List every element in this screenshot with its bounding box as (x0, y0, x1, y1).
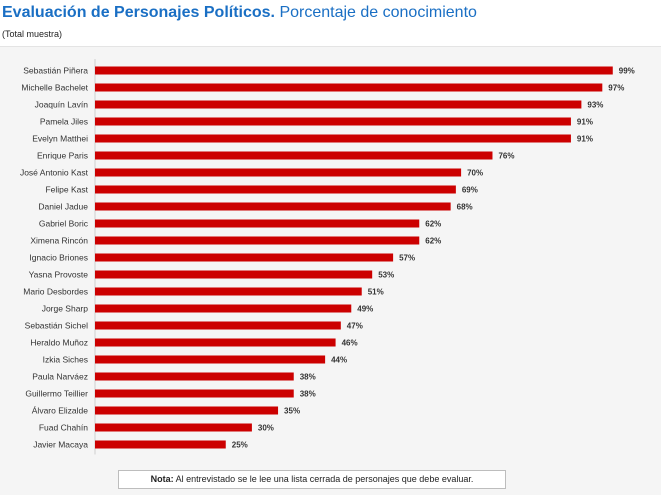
category-label: Álvaro Elizalde (32, 406, 88, 416)
value-label: 38% (300, 373, 316, 382)
bar (95, 202, 451, 211)
value-label: 51% (368, 288, 384, 297)
bar (95, 389, 294, 398)
value-label: 30% (258, 424, 274, 433)
value-label: 47% (347, 322, 363, 331)
note-text: Al entrevistado se le lee una lista cerr… (175, 474, 474, 484)
value-label: 68% (457, 203, 473, 212)
category-label: Ignacio Briones (29, 253, 88, 263)
category-label: Mario Desbordes (23, 287, 88, 297)
value-label: 62% (425, 237, 441, 246)
bar (95, 355, 326, 364)
value-label: 70% (467, 169, 483, 178)
value-label: 38% (300, 390, 316, 399)
bar (95, 253, 394, 262)
category-label: Joaquín Lavín (35, 100, 89, 110)
value-label: 97% (608, 84, 624, 93)
bar (95, 168, 462, 177)
value-label: 25% (232, 441, 248, 450)
bar (95, 185, 456, 194)
value-label: 46% (342, 339, 358, 348)
category-label: Sebastián Piñera (23, 66, 88, 76)
bar (95, 83, 603, 92)
chart-title-bold: Evaluación de Personajes Políticos. (2, 4, 275, 21)
bar (95, 321, 341, 330)
chart-title-rest: Porcentaje de conocimiento (279, 4, 477, 21)
bar (95, 151, 493, 160)
category-label: Izkia Siches (43, 355, 88, 365)
value-label: 76% (498, 152, 514, 161)
category-label: Sebastián Sichel (25, 321, 88, 331)
chart-subtitle: (Total muestra) (2, 29, 63, 39)
bar (95, 440, 226, 449)
category-label: José Antonio Kast (20, 168, 89, 178)
value-label: 57% (399, 254, 415, 263)
bar (95, 134, 571, 143)
bar (95, 304, 352, 313)
bar (95, 100, 582, 109)
category-label: Ximena Rincón (30, 236, 88, 246)
bar-chart: Sebastián Piñera 99% Michelle Bachelet 97% J… (20, 59, 635, 455)
category-label: Fuad Chahín (39, 423, 88, 433)
category-label: Michelle Bachelet (21, 83, 88, 93)
value-label: 62% (425, 220, 441, 229)
note-box: Nota: Al entrevistado se le lee una list… (118, 470, 506, 489)
bar (95, 219, 420, 228)
bar (95, 406, 279, 415)
chart-area: Sebastián Piñera 99% Michelle Bachelet 97% J… (0, 46, 661, 495)
category-label: Paula Narváez (32, 372, 88, 382)
category-label: Heraldo Muñoz (30, 338, 88, 348)
category-label: Yasna Provoste (29, 270, 89, 280)
bar (95, 287, 362, 296)
category-label: Javier Macaya (33, 440, 88, 450)
bar (95, 270, 373, 279)
bar (95, 423, 252, 432)
value-label: 99% (619, 67, 635, 76)
value-label: 35% (284, 407, 300, 416)
category-label: Guillermo Teillier (25, 389, 88, 399)
category-label: Felipe Kast (45, 185, 88, 195)
note-label: Nota: (150, 474, 174, 484)
value-label: 49% (357, 305, 373, 314)
category-label: Pamela Jiles (40, 117, 88, 127)
bar (95, 372, 294, 381)
value-label: 91% (577, 135, 593, 144)
value-label: 53% (378, 271, 394, 280)
category-label: Jorge Sharp (42, 304, 89, 314)
bar (95, 236, 420, 245)
bar (95, 338, 336, 347)
bar (95, 117, 571, 126)
chart-title: Evaluación de Personajes Políticos. Porc… (2, 3, 477, 23)
value-label: 69% (462, 186, 478, 195)
category-label: Evelyn Matthei (32, 134, 88, 144)
value-label: 44% (331, 356, 347, 365)
value-label: 91% (577, 118, 593, 127)
value-label: 93% (587, 101, 603, 110)
bar (95, 66, 613, 75)
category-label: Daniel Jadue (38, 202, 88, 212)
category-label: Enrique Paris (37, 151, 88, 161)
category-label: Gabriel Boric (39, 219, 89, 229)
